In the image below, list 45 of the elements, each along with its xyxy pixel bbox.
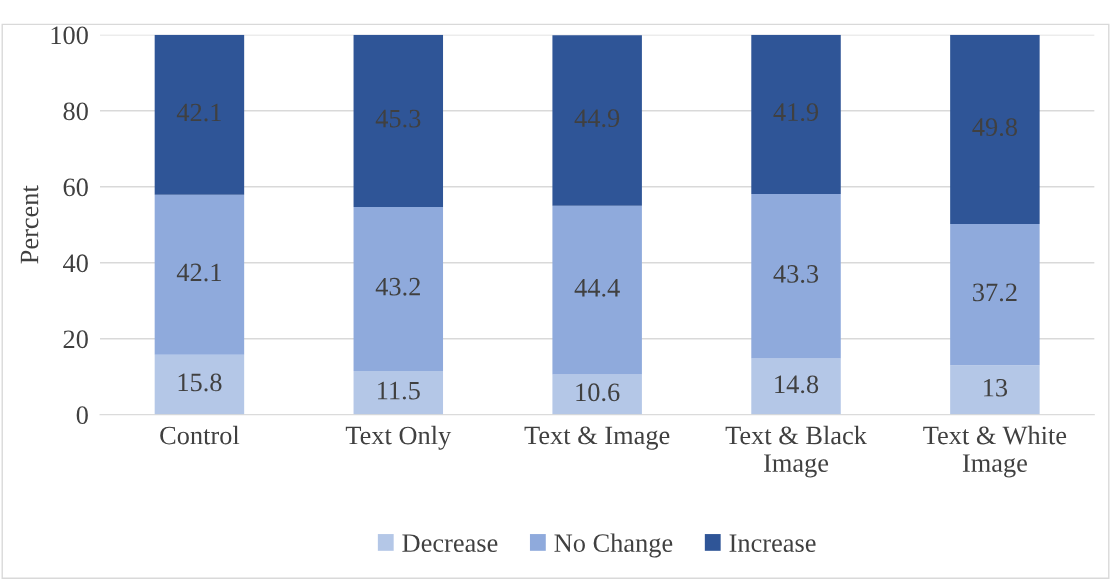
y-tick-label: 40 — [63, 254, 88, 273]
legend-label: Increase — [729, 534, 816, 552]
bar — [353, 34, 444, 207]
bar — [950, 34, 1040, 224]
bar — [950, 365, 1040, 415]
bar — [154, 354, 245, 415]
data-label: 43.2 — [375, 277, 420, 296]
data-label: 37.2 — [973, 283, 1017, 302]
data-label: 45.3 — [375, 109, 421, 128]
data-label: 10.6 — [576, 383, 620, 402]
data-label: 15.8 — [178, 373, 222, 392]
bar — [950, 223, 1040, 366]
data-label: 42.1 — [176, 103, 221, 122]
x-tick-label: Text & Image — [524, 426, 670, 450]
bar — [751, 358, 841, 415]
x-tick-label: Text & Black Image — [725, 425, 867, 478]
data-label: 14.8 — [775, 375, 819, 394]
y-axis-title: Percent — [20, 185, 39, 264]
bar — [154, 194, 245, 355]
bar — [353, 206, 444, 372]
x-tick-label: Control — [160, 425, 240, 445]
bar — [552, 374, 642, 415]
data-label: 44.9 — [574, 109, 620, 128]
y-tick-label: 80 — [63, 102, 88, 121]
bar — [353, 371, 444, 415]
bar — [751, 34, 841, 194]
bar — [552, 205, 642, 375]
data-label: 42.1 — [176, 263, 221, 282]
x-tick-label: Text & White Image — [923, 425, 1067, 478]
bar — [751, 193, 841, 359]
legend-label: No Change — [554, 533, 673, 558]
data-label: 49.8 — [972, 118, 1017, 137]
data-label: 13 — [984, 378, 1008, 397]
y-tick-label: 20 — [63, 330, 88, 349]
y-tick-label: 0 — [76, 406, 88, 425]
data-label: 41.9 — [773, 103, 819, 122]
bar — [552, 35, 642, 206]
y-tick-label: 60 — [63, 178, 88, 197]
data-label: 44.4 — [574, 279, 620, 297]
data-label: 11.5 — [378, 381, 420, 400]
y-tick-label: 100 — [51, 26, 88, 45]
x-tick-label: Text Only — [345, 425, 452, 450]
legend-label: Decrease — [402, 534, 498, 552]
bar — [154, 34, 245, 195]
data-label: 43.3 — [773, 265, 819, 283]
